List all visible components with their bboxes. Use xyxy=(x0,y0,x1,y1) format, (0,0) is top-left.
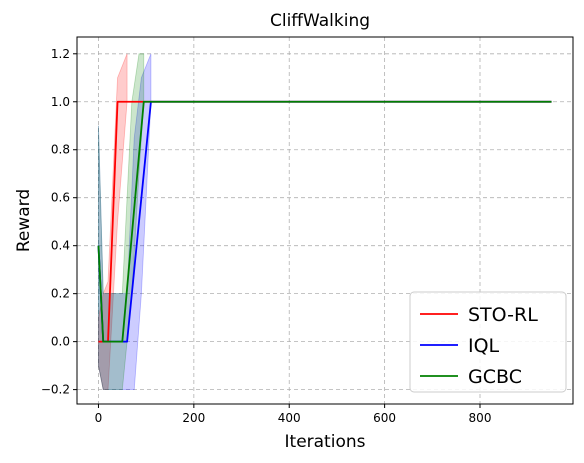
x-tick-label: 200 xyxy=(182,411,205,425)
plot-frame xyxy=(76,36,574,405)
chart-title: CliffWalking xyxy=(270,11,370,31)
x-axis-label: Iterations xyxy=(285,432,366,452)
y-tick-label: 1.0 xyxy=(51,95,70,109)
x-tick-label: 400 xyxy=(278,411,301,425)
y-tick-label: 1.2 xyxy=(51,47,70,61)
legend-label: STO-RL xyxy=(468,304,538,326)
series-line xyxy=(97,100,552,343)
x-tick-label: 600 xyxy=(373,411,396,425)
x-tick-label: 0 xyxy=(95,411,103,425)
y-axis-label: Reward xyxy=(14,189,34,252)
x-tick-label: 800 xyxy=(469,411,492,425)
y-tick-label: 0.2 xyxy=(51,287,70,301)
series-lines xyxy=(97,100,552,343)
y-tick-label: −0.2 xyxy=(41,383,70,397)
legend-label: IQL xyxy=(468,335,500,357)
legend-label: GCBC xyxy=(468,366,522,388)
y-tick-label: 0.6 xyxy=(51,191,70,205)
y-tick-label: 0.0 xyxy=(51,335,70,349)
y-axis-ticks: −0.2 0.0 0.2 0.4 0.6 0.8 1.0 1.2 xyxy=(41,47,77,397)
y-tick-label: 0.4 xyxy=(51,239,70,253)
legend: STO-RL IQL GCBC xyxy=(409,291,567,393)
legend-box xyxy=(409,291,567,393)
y-tick-label: 0.8 xyxy=(51,143,70,157)
x-axis-ticks: 0 200 400 600 800 xyxy=(95,404,492,425)
